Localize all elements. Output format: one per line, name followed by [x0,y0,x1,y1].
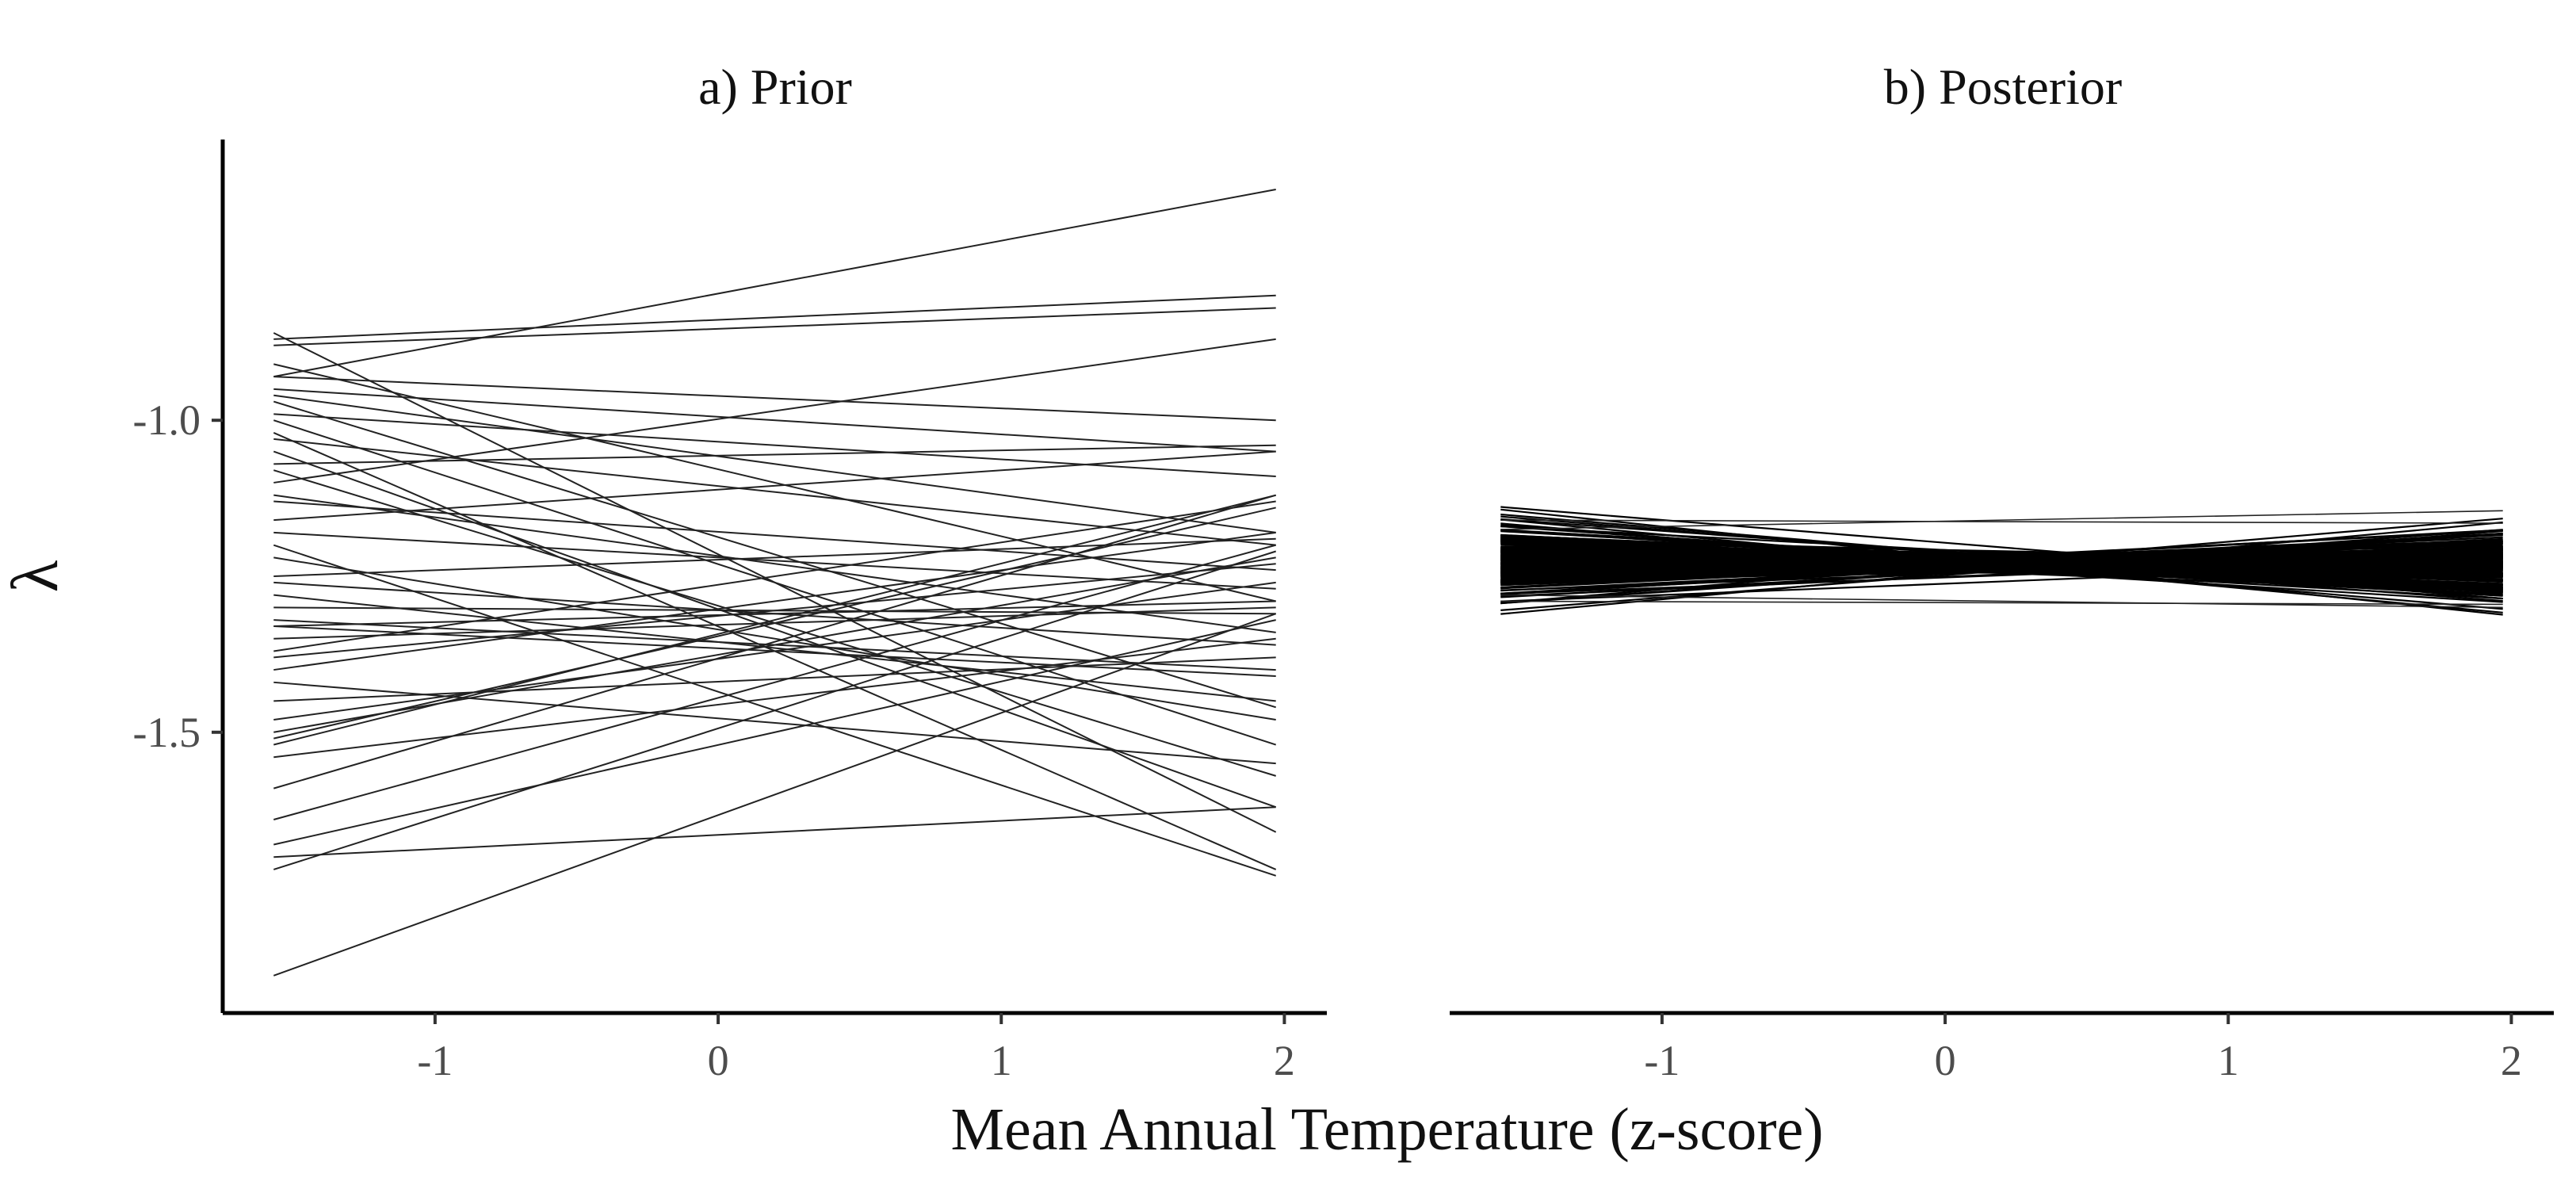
prior-line-19 [273,531,1276,590]
y-tick-label-0: -1.0 [133,396,201,444]
prior-line-3 [273,619,1276,846]
panel-title-prior: a) Prior [698,59,852,115]
prior-line-31 [273,376,1276,422]
prior-line-45 [273,469,1276,777]
x-tick-label-posterior-2: 1 [2218,1037,2239,1084]
prior-line-42 [273,581,1276,646]
prior-line-39 [273,500,1276,652]
prior-line-36 [273,188,1276,378]
posterior-line-191 [1500,566,2503,574]
y-axis-title: λ [0,560,72,592]
posterior-lines [1500,506,2503,616]
prior-line-16 [273,594,1276,702]
posterior-line-199 [1500,556,2503,577]
prior-line-22 [273,338,1276,484]
prior-line-6 [273,494,1276,746]
y-ticks-prior: -1.0 -1.5 [133,396,223,756]
prior-line-18 [273,556,1276,721]
x-tick-label-prior-0: -1 [417,1037,453,1084]
prior-line-17 [273,537,1276,577]
prior-line-33 [273,307,1276,346]
prior-line-25 [273,438,1276,546]
panel-posterior: b) Posterior -1 0 1 2 [1450,59,2554,1084]
panel-title-posterior: b) Posterior [1884,59,2122,115]
prior-line-44 [273,656,1276,702]
prior-line-23 [273,444,1276,465]
prior-line-27 [273,413,1276,478]
prior-line-14 [273,619,1276,671]
x-tick-label-posterior-0: -1 [1644,1037,1680,1084]
prior-line-20 [273,450,1276,522]
posterior-edge-line-2 [1500,519,2503,524]
x-tick-label-prior-1: 0 [708,1037,729,1084]
prior-line-4 [273,544,1276,820]
prior-line-35 [273,332,1277,833]
posterior-edge-line-1 [1500,600,2503,606]
posterior-line-194 [1500,518,2503,604]
posterior-edge-line-0 [1500,510,2503,530]
posterior-edge-line-3 [1500,594,2503,609]
x-ticks-prior: -1 0 1 2 [417,1013,1295,1084]
prior-line-32 [273,363,1276,602]
posterior-line-177 [1500,513,2503,600]
prior-line-43 [273,500,1276,572]
prior-line-10 [273,531,1276,671]
x-tick-label-prior-3: 2 [1274,1037,1295,1084]
y-tick-label-1: -1.5 [133,709,201,756]
prior-line-28 [273,400,1276,709]
prior-line-24 [273,450,1277,809]
x-tick-label-posterior-3: 2 [2501,1037,2522,1084]
x-tick-label-prior-2: 1 [991,1037,1012,1084]
prior-line-40 [273,681,1276,765]
x-axis-title: Mean Annual Temperature (z-score) [950,1096,1823,1163]
posterior-line-198 [1500,555,2503,570]
prior-line-29 [273,394,1276,533]
prior-line-34 [273,294,1276,340]
prior-line-1 [273,806,1276,858]
prior-line-38 [273,544,1277,877]
posterior-line-187 [1500,556,2503,561]
prior-line-41 [273,625,1276,677]
prior-line-5 [273,494,1276,789]
prior-lines [273,188,1277,977]
panel-prior: a) Prior -1.0 -1.5 -1 0 1 2 [133,59,1327,1084]
x-ticks-posterior: -1 0 1 2 [1644,1013,2522,1084]
prior-line-30 [273,388,1276,453]
prior-line-0 [273,613,1277,977]
prior-line-15 [273,606,1276,615]
x-tick-label-posterior-1: 0 [1935,1037,1956,1084]
prior-line-21 [273,494,1276,633]
prior-line-46 [273,637,1276,759]
